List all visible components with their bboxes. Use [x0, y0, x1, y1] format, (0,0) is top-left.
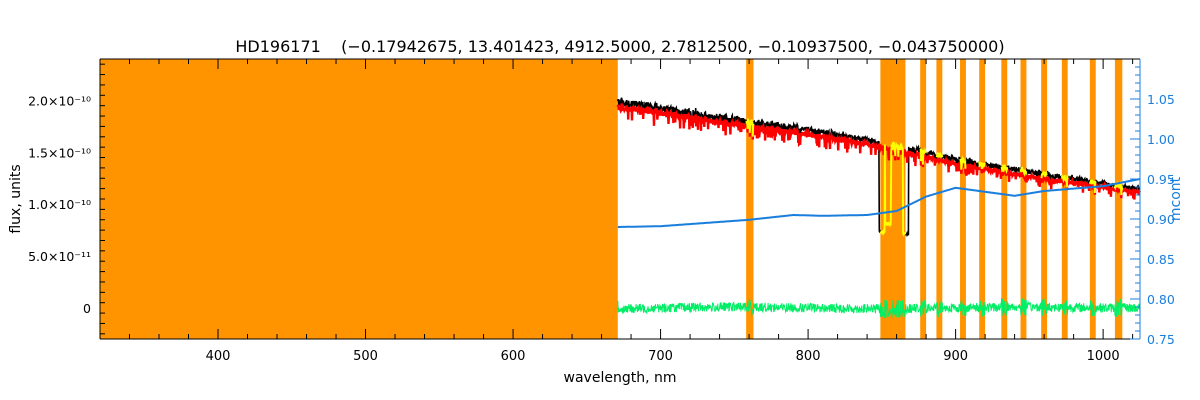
mask-region-9 — [1041, 59, 1048, 339]
right-tick-label: 0.80 — [1147, 292, 1175, 307]
right-tick-label: 0.90 — [1147, 212, 1175, 227]
mask-regions — [100, 59, 1123, 339]
x-tick-label: 400 — [206, 349, 231, 364]
y-tick-label: 1.5×10⁻¹⁰ — [28, 145, 91, 160]
mask-region-7 — [1001, 59, 1008, 339]
right-axis-label: mcont — [1168, 176, 1184, 221]
chart-title: HD196171 (−0.17942675, 13.401423, 4912.5… — [235, 37, 1004, 56]
series-observed-flux — [617, 97, 1141, 238]
series-model-flux — [616, 103, 1142, 200]
mask-region-12 — [1114, 59, 1123, 339]
y-tick-label: 5.0×10⁻¹¹ — [28, 249, 91, 264]
right-tick-label: 1.05 — [1147, 92, 1175, 107]
data-series — [616, 97, 1142, 318]
series-residuals — [617, 297, 1141, 318]
axes: 400 500 600 700 800 900 1000 0 5.0×10⁻¹¹ 1.0×10⁻¹… — [28, 58, 1175, 364]
y-tick-label: 2.0×10⁻¹⁰ — [28, 93, 91, 108]
mask-region-1 — [746, 59, 754, 339]
series-masked-flux — [745, 118, 1124, 237]
x-tick-label: 1000 — [1087, 349, 1120, 364]
right-tick-label: 0.85 — [1147, 252, 1175, 267]
x-tick-label: 600 — [501, 349, 526, 364]
right-tick-label: 0.75 — [1147, 332, 1175, 347]
x-tick-label: 900 — [943, 349, 968, 364]
mask-region-10 — [1061, 59, 1068, 339]
x-tick-label: 700 — [648, 349, 673, 364]
right-tick-label: 1.00 — [1147, 132, 1175, 147]
mask-region-8 — [1020, 59, 1027, 339]
mask-region-0 — [100, 59, 618, 339]
y-axis-label: flux, units — [8, 164, 24, 233]
mask-region-6 — [979, 59, 986, 339]
right-tick-label: 0.95 — [1147, 172, 1175, 187]
mask-region-11 — [1089, 59, 1096, 339]
y-tick-label: 1.0×10⁻¹⁰ — [28, 197, 91, 212]
x-axis-label: wavelength, nm — [564, 370, 677, 386]
x-tick-label: 800 — [796, 349, 821, 364]
series-mcont — [617, 178, 1141, 228]
y-tick-label: 0 — [83, 301, 91, 316]
x-tick-label: 500 — [353, 349, 378, 364]
mask-region-5 — [960, 59, 966, 339]
mask-region-4 — [936, 59, 943, 339]
